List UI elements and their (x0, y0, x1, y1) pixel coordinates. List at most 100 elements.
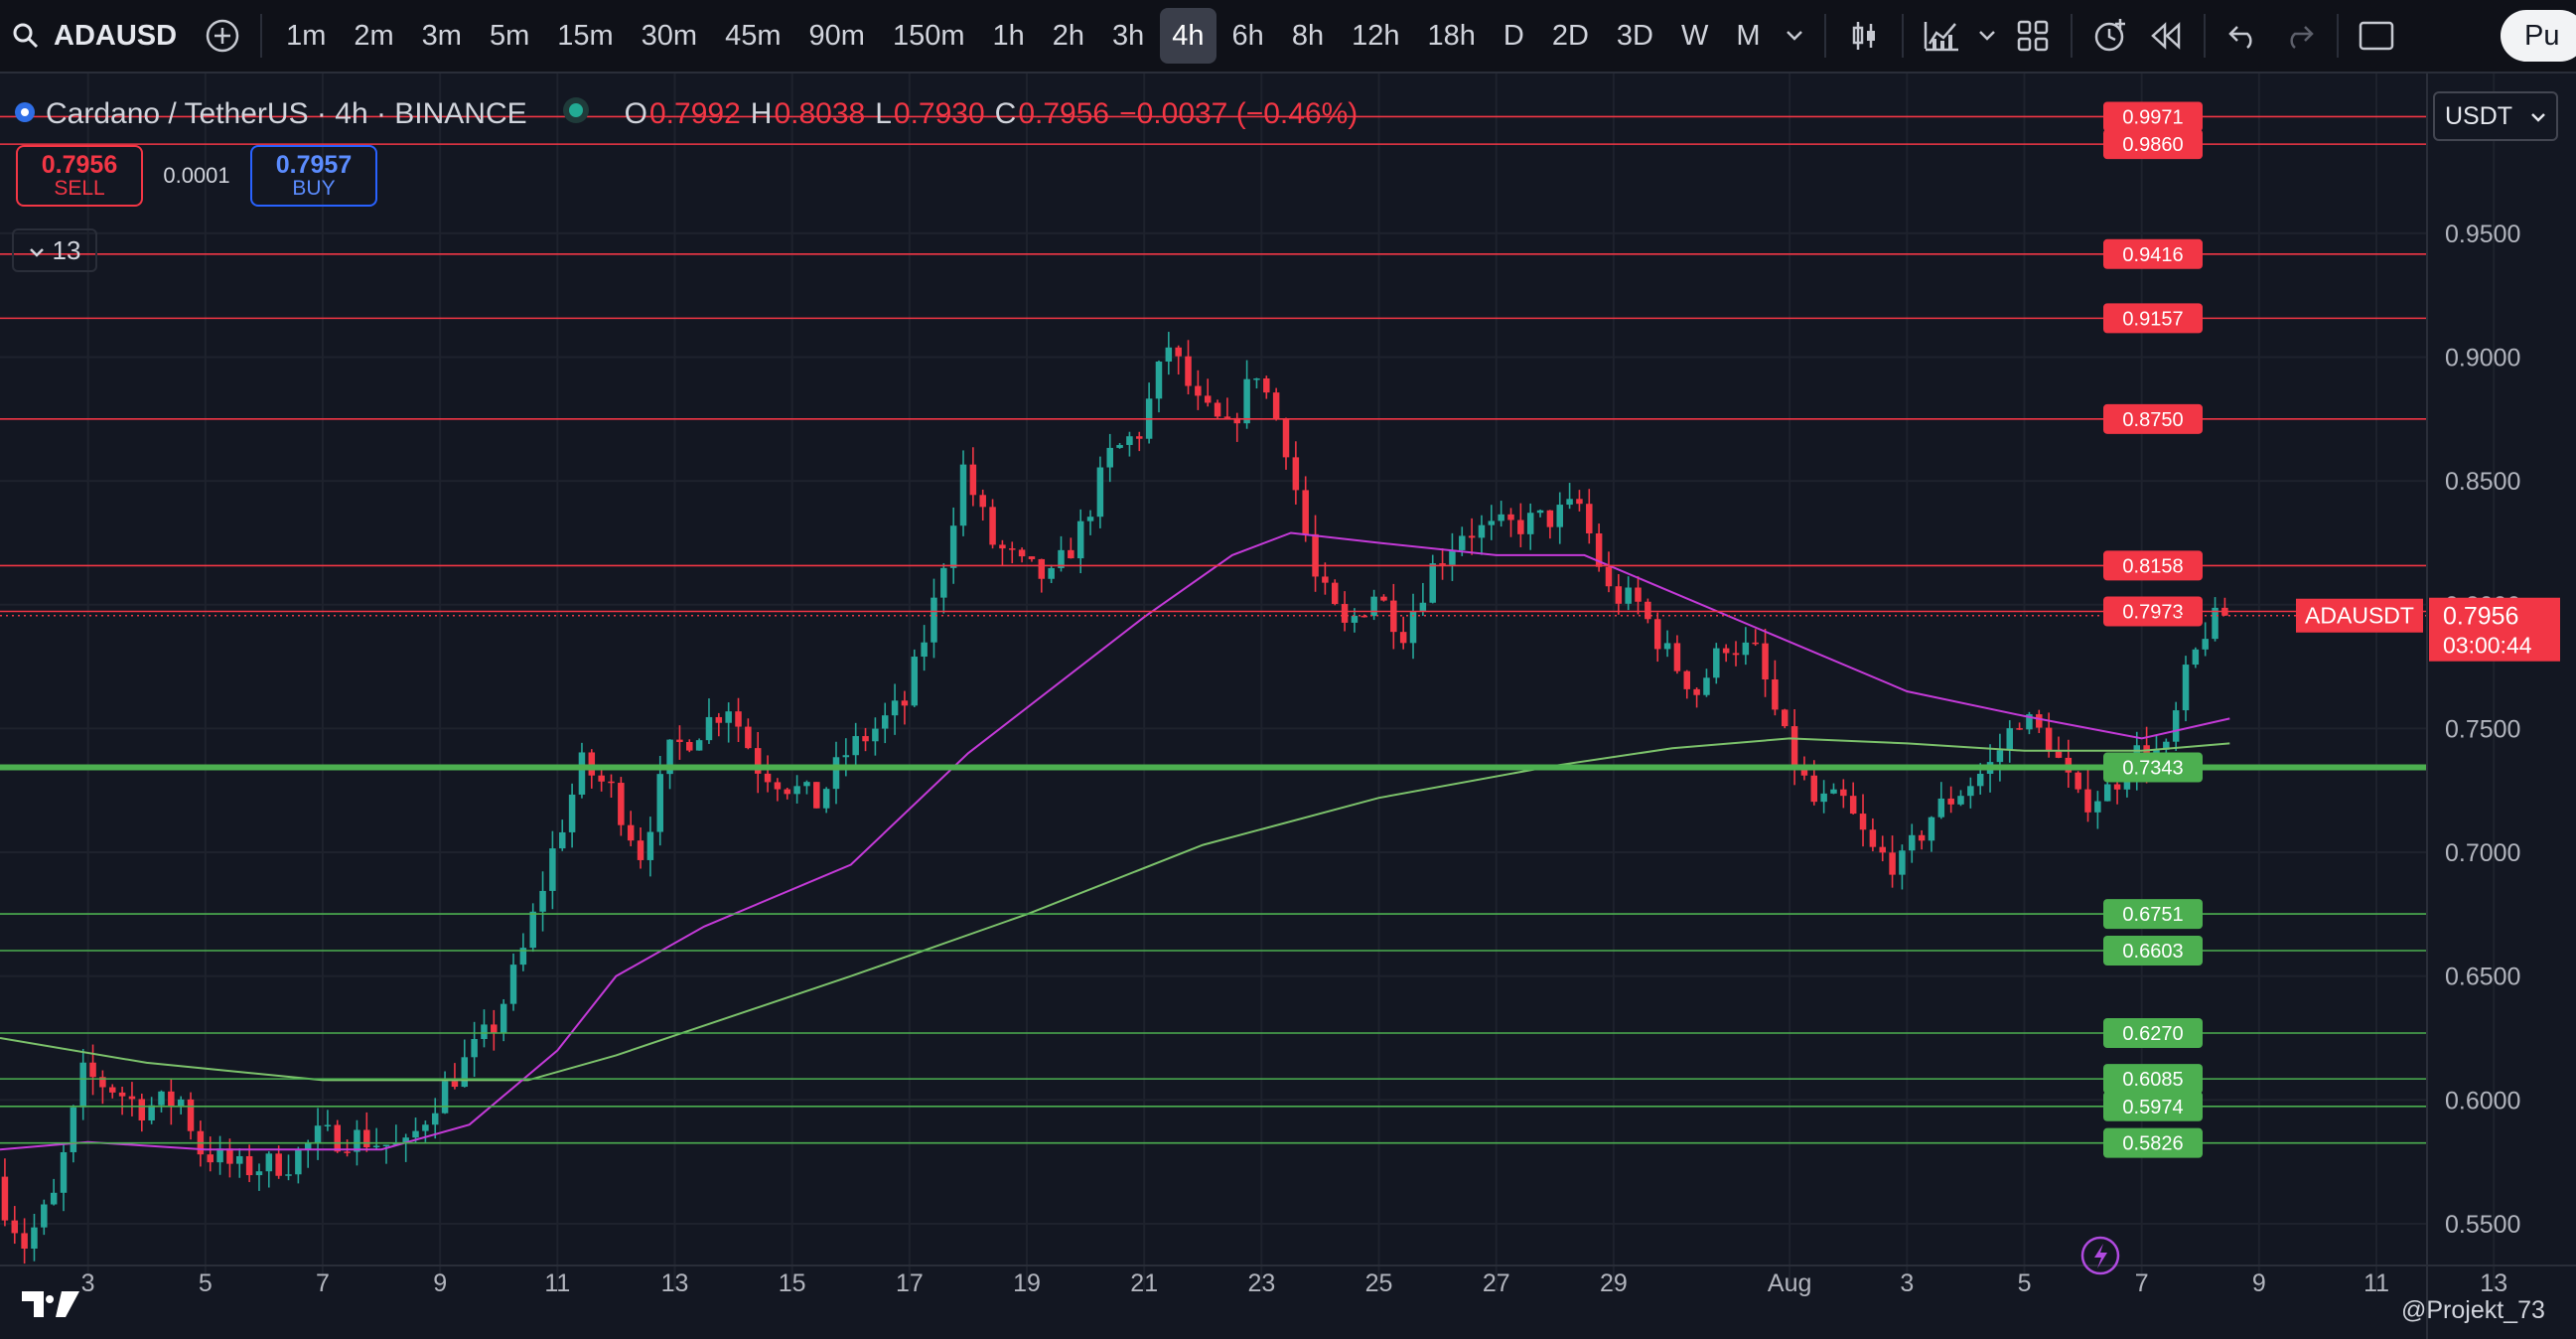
lightning-icon[interactable] (2080, 1236, 2120, 1275)
candle-body (344, 1151, 351, 1153)
interval-2d[interactable]: 2D (1551, 19, 1589, 52)
interval-3d[interactable]: 3D (1616, 19, 1653, 52)
candle-body (666, 739, 673, 775)
interval-4h[interactable]: 4h (1160, 8, 1216, 64)
interval-6h[interactable]: 6h (1231, 19, 1264, 52)
candle-body (1076, 521, 1084, 559)
candle-type-icon[interactable] (1836, 8, 1892, 64)
candle-body (1048, 567, 1055, 579)
layout-grid-icon[interactable] (2005, 8, 2061, 64)
search-icon[interactable] (6, 8, 46, 64)
currency-value: USDT (2445, 101, 2513, 130)
interval-15m[interactable]: 15m (557, 19, 614, 52)
candle-body (1068, 549, 1074, 559)
candle-body (1165, 347, 1173, 362)
candle-body (1439, 563, 1446, 565)
candle-body (608, 781, 615, 784)
candle-body (1341, 604, 1349, 623)
candle-body (1840, 789, 1847, 797)
interval-45m[interactable]: 45m (725, 19, 782, 52)
alert-clock-icon[interactable] (2082, 8, 2138, 64)
fullscreen-icon[interactable] (2349, 8, 2404, 64)
support-level-label-bg (2103, 899, 2203, 930)
chevron-down-icon[interactable] (1775, 8, 1814, 64)
interval-d[interactable]: D (1503, 19, 1524, 52)
candle-body (1820, 793, 1827, 803)
add-symbol-icon[interactable] (195, 8, 250, 64)
interval-90m[interactable]: 90m (808, 19, 865, 52)
low-value: 0.7930 (893, 97, 985, 130)
candle-body (363, 1129, 370, 1148)
interval-3m[interactable]: 3m (421, 19, 462, 52)
candle-body (1, 1176, 9, 1221)
candle-body (1790, 726, 1798, 768)
candle-body (382, 1144, 390, 1147)
interval-8h[interactable]: 8h (1291, 19, 1325, 52)
x-axis-label: 21 (1130, 1269, 1158, 1297)
interval-3h[interactable]: 3h (1112, 19, 1145, 52)
chevron-down-icon[interactable] (1969, 8, 2005, 64)
currency-select[interactable]: USDT (2433, 91, 2558, 141)
candle-body (11, 1220, 19, 1234)
candle-body (1204, 395, 1212, 403)
candle-body (1703, 677, 1710, 695)
interval-1m[interactable]: 1m (286, 19, 327, 52)
symbol-name[interactable]: ADAUSD (54, 19, 178, 52)
candle-body (1683, 670, 1691, 689)
candle-body (686, 742, 693, 751)
candle-body (481, 1024, 488, 1039)
interval-m[interactable]: M (1736, 19, 1761, 52)
candle-body (588, 752, 596, 776)
interval-12h[interactable]: 12h (1352, 19, 1400, 52)
candle-body (1106, 447, 1113, 468)
support-level-label: 0.7343 (2122, 758, 2183, 780)
candle-body (784, 789, 791, 795)
candle-body (676, 739, 683, 743)
publish-button[interactable]: Pu (2501, 10, 2576, 62)
candle-body (285, 1174, 292, 1176)
candle-body (979, 495, 986, 508)
interval-5m[interactable]: 5m (489, 19, 530, 52)
x-axis-label: 7 (2135, 1269, 2149, 1297)
candle-body (2163, 741, 2170, 750)
interval-18h[interactable]: 18h (1427, 19, 1476, 52)
interval-1h[interactable]: 1h (992, 19, 1025, 52)
price-chart[interactable]: 0.9971 0.9860 0.9416 0.9157 0.8750 0.8158 0.79… (0, 74, 2576, 1339)
candle-body (813, 782, 820, 809)
support-level-label-bg (2103, 752, 2203, 783)
candle-body (1810, 775, 1818, 803)
candle-body (334, 1124, 342, 1152)
candle-body (529, 911, 536, 949)
interval-2m[interactable]: 2m (354, 19, 394, 52)
candle-body (1996, 750, 2004, 763)
replay-icon[interactable] (2138, 8, 2194, 64)
candle-body (754, 748, 762, 774)
candle-body (295, 1149, 302, 1175)
resistance-level-label-bg (2103, 550, 2203, 581)
candle-body (872, 728, 879, 742)
undo-icon[interactable] (2216, 8, 2271, 64)
interval-150m[interactable]: 150m (892, 19, 965, 52)
interval-2h[interactable]: 2h (1052, 19, 1085, 52)
candle-body (1752, 642, 1759, 645)
candle-body (1859, 814, 1867, 830)
interval-w[interactable]: W (1680, 19, 1709, 52)
indicators-toggle[interactable]: 13 (12, 228, 97, 272)
candle-body (1096, 467, 1104, 518)
candle-body (1605, 566, 1613, 587)
x-axis-label: 27 (1483, 1269, 1510, 1297)
candle-body (1488, 521, 1496, 525)
redo-icon[interactable] (2271, 8, 2327, 64)
market-status-icon[interactable] (561, 95, 591, 133)
sell-label: SELL (54, 177, 105, 201)
candle-body (2172, 710, 2180, 742)
candle-body (949, 525, 957, 568)
candle-body (822, 789, 830, 809)
legend-title: Cardano / TetherUS · 4h · BINANCE (46, 97, 527, 130)
candle-body (1195, 385, 1202, 396)
interval-30m[interactable]: 30m (641, 19, 698, 52)
candle-body (1800, 767, 1808, 776)
indicators-icon[interactable] (1914, 8, 1969, 64)
buy-button[interactable]: 0.7957 BUY (250, 145, 377, 207)
sell-button[interactable]: 0.7956 SELL (16, 145, 143, 207)
